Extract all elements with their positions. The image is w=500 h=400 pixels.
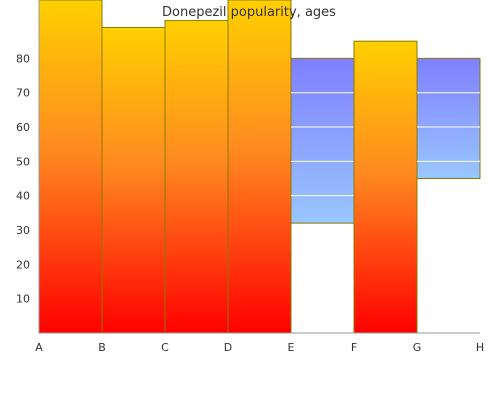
- x-tick-label: F: [351, 341, 357, 354]
- x-tick-label: G: [413, 341, 422, 354]
- x-tick-label: E: [288, 341, 295, 354]
- plot-area: [38, 0, 481, 334]
- area-segment-g-h: [416, 57, 481, 180]
- area-segment-d-e: [227, 0, 292, 334]
- x-tick-label: D: [224, 341, 232, 354]
- y-tick-label: 40: [16, 190, 30, 203]
- x-tick-label: H: [476, 341, 484, 354]
- area-segment-b-c: [101, 26, 166, 334]
- x-tick-label: B: [98, 341, 106, 354]
- y-tick-label: 30: [16, 224, 30, 237]
- y-tick-label: 20: [16, 258, 30, 271]
- area-segment-e-f: [290, 57, 355, 224]
- area-segment-a-b: [38, 0, 103, 334]
- chart-title: Donepezil popularity, ages: [162, 5, 336, 20]
- axes: 10 20 30 40 50 60 70 80 A B C D E F G H: [16, 0, 484, 354]
- y-tick-label: 70: [16, 87, 30, 100]
- y-tick-label: 80: [16, 52, 30, 65]
- x-tick-label: C: [161, 341, 169, 354]
- y-tick-label: 50: [16, 155, 30, 168]
- x-tick-label: A: [35, 341, 43, 354]
- area-segment-c-d: [164, 20, 229, 334]
- y-tick-label: 10: [16, 293, 30, 306]
- area-segment-f-g: [353, 40, 418, 334]
- y-tick-label: 60: [16, 121, 30, 134]
